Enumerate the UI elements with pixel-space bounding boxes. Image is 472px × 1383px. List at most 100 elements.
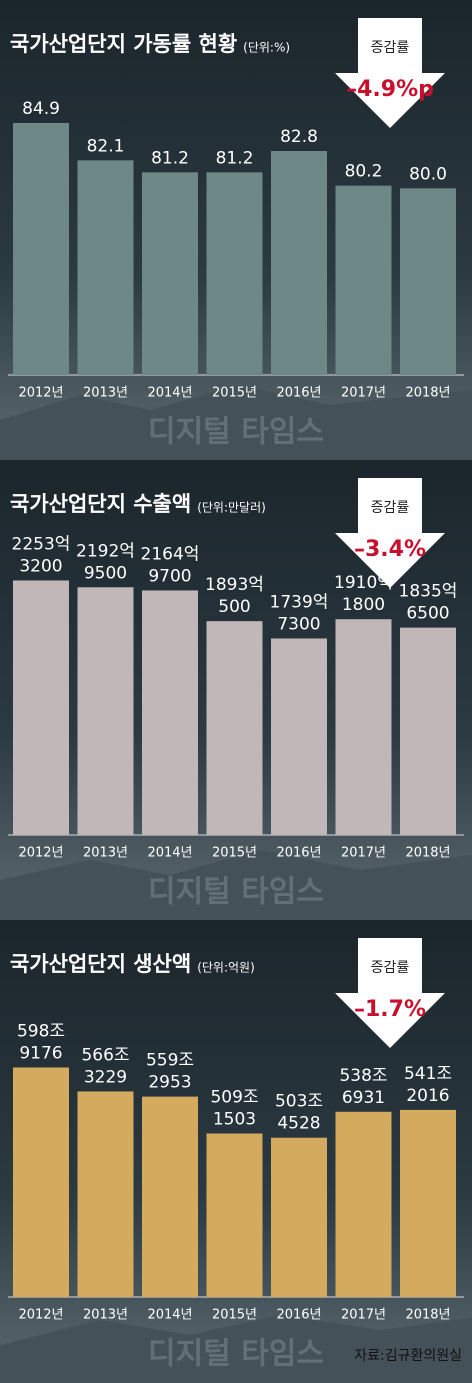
value-label: 9700 xyxy=(148,566,191,586)
bar xyxy=(400,188,456,375)
value-label: 2253억 xyxy=(12,534,71,554)
x-tick-label: 2017년 xyxy=(341,846,386,861)
annotation-label: 증감률 xyxy=(371,960,410,976)
value-label: 2192억 xyxy=(76,541,135,561)
value-label: 2016 xyxy=(406,1086,449,1106)
value-label: 81.2 xyxy=(151,148,189,168)
x-tick-label: 2012년 xyxy=(18,846,63,861)
arrow xyxy=(335,938,445,1048)
value-label: 82.8 xyxy=(280,127,318,147)
bar xyxy=(400,627,456,835)
value-label: 1910억 xyxy=(334,573,393,593)
value-label: 509조 xyxy=(210,1088,258,1108)
value-label: 500 xyxy=(218,597,250,617)
value-label: 3229 xyxy=(84,1067,127,1087)
value-label: 81.2 xyxy=(216,148,254,168)
value-label: 1800 xyxy=(342,595,385,615)
watermark: 디지털 타임스 xyxy=(148,415,324,450)
watermark: 디지털 타임스 xyxy=(148,1337,324,1372)
value-label: 559조 xyxy=(146,1051,194,1071)
value-label: 538조 xyxy=(339,1066,387,1086)
x-tick-label: 2013년 xyxy=(83,1308,128,1323)
value-label: 84.9 xyxy=(22,99,60,119)
x-tick-label: 2017년 xyxy=(341,386,386,401)
bar xyxy=(271,638,327,835)
chart-title: 국가산업단지 생산액 xyxy=(10,952,191,976)
annotation-label: 증감률 xyxy=(371,40,410,56)
x-tick-label: 2016년 xyxy=(276,386,321,401)
mountain xyxy=(0,385,472,460)
bar xyxy=(206,621,263,835)
value-label: 6500 xyxy=(406,604,449,624)
bar xyxy=(335,619,392,835)
chart-title: 국가산업단지 수출액 xyxy=(10,492,191,516)
value-label: 541조 xyxy=(404,1064,452,1084)
bar xyxy=(142,1096,198,1297)
bar xyxy=(13,580,69,835)
annotation-value: –1.7% xyxy=(354,997,426,1022)
chart-subtitle: (단위:억원) xyxy=(197,961,255,975)
annotation-label: 증감률 xyxy=(371,500,410,516)
bar xyxy=(206,1133,263,1297)
bar xyxy=(142,172,198,375)
watermark: 디지털 타임스 xyxy=(148,875,324,910)
bar xyxy=(13,1067,69,1297)
value-label: 1835억 xyxy=(399,582,458,602)
x-tick-label: 2013년 xyxy=(83,386,128,401)
value-label: 503조 xyxy=(275,1092,323,1112)
value-label: 82.1 xyxy=(87,136,125,156)
bar xyxy=(206,172,263,375)
annotation-value: –4.9%p xyxy=(346,77,434,102)
x-tick-label: 2018년 xyxy=(405,846,450,861)
x-tick-label: 2015년 xyxy=(212,1308,257,1323)
bar xyxy=(13,123,69,375)
value-label: 9176 xyxy=(19,1043,62,1063)
bar xyxy=(77,160,134,375)
chart-title: 국가산업단지 가동률 현황 xyxy=(10,32,237,56)
value-label: 80.0 xyxy=(409,164,447,184)
value-label: 3200 xyxy=(19,556,62,576)
x-tick-label: 2014년 xyxy=(147,846,192,861)
annotation-value: –3.4% xyxy=(354,537,426,562)
x-tick-label: 2014년 xyxy=(147,386,192,401)
bar xyxy=(77,1091,134,1297)
bar xyxy=(271,1137,327,1297)
x-tick-label: 2018년 xyxy=(405,386,450,401)
chart-subtitle: (단위:만달러) xyxy=(197,501,266,515)
bar xyxy=(142,590,198,835)
value-label: 566조 xyxy=(81,1045,129,1065)
bar xyxy=(77,587,134,835)
x-tick-label: 2016년 xyxy=(276,1308,321,1323)
value-label: 80.2 xyxy=(345,162,383,182)
value-label: 598조 xyxy=(17,1021,65,1041)
bar xyxy=(400,1109,456,1297)
mountain xyxy=(0,1315,472,1383)
bar xyxy=(335,1111,392,1297)
value-label: 1739억 xyxy=(270,592,329,612)
value-label: 9500 xyxy=(84,563,127,583)
value-label: 2164억 xyxy=(141,544,200,564)
x-tick-label: 2012년 xyxy=(18,1308,63,1323)
x-tick-label: 2012년 xyxy=(18,386,63,401)
value-label: 1893억 xyxy=(205,575,264,595)
source: 자료:김규환의원실 xyxy=(354,1348,462,1364)
value-label: 6931 xyxy=(342,1088,385,1108)
x-tick-label: 2014년 xyxy=(147,1308,192,1323)
x-tick-label: 2017년 xyxy=(341,1308,386,1323)
mountain xyxy=(0,850,472,920)
bar xyxy=(335,185,392,375)
x-tick-label: 2016년 xyxy=(276,846,321,861)
x-tick-label: 2015년 xyxy=(212,386,257,401)
value-label: 7300 xyxy=(277,614,320,634)
chart-subtitle: (단위:%) xyxy=(243,41,290,55)
value-label: 1503 xyxy=(213,1110,256,1130)
x-tick-label: 2018년 xyxy=(405,1308,450,1323)
arrow xyxy=(335,478,445,588)
value-label: 2953 xyxy=(148,1073,191,1093)
arrow xyxy=(335,18,445,128)
x-tick-label: 2013년 xyxy=(83,846,128,861)
value-label: 4528 xyxy=(277,1114,320,1134)
x-tick-label: 2015년 xyxy=(212,846,257,861)
bar xyxy=(271,151,327,375)
